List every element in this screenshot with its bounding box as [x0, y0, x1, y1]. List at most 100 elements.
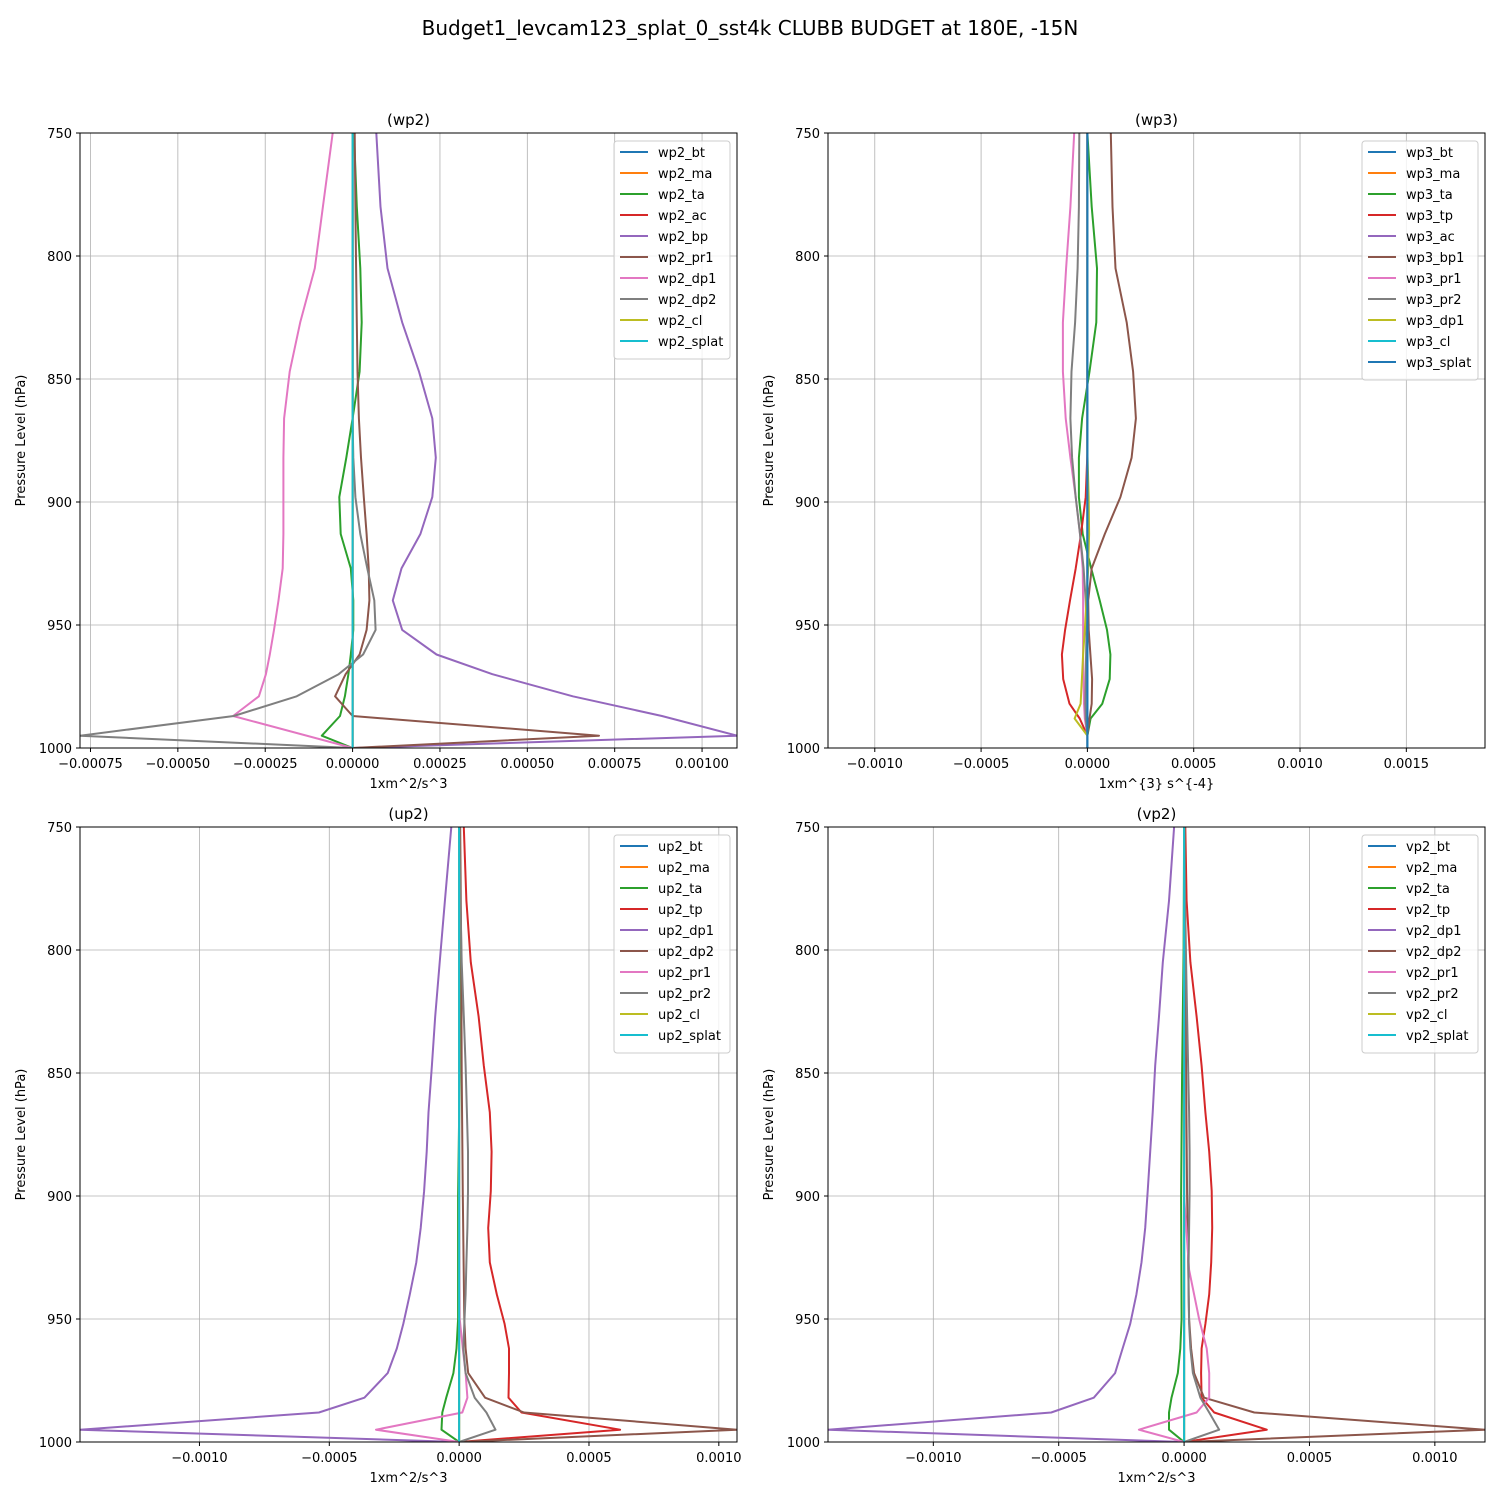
legend-label: wp3_bt [1406, 146, 1453, 161]
legend-label: vp2_cl [1406, 1008, 1447, 1023]
series-line-vp2_dp2 [1183, 827, 1485, 1442]
axes-title: (wp3) [1135, 111, 1178, 129]
axes-title: (vp2) [1137, 805, 1177, 823]
y-axis-label: Pressure Level (hPa) [762, 1069, 777, 1201]
y-tick-label: 1000 [39, 1436, 72, 1451]
y-tick-label: 750 [795, 127, 820, 142]
x-tick-label: 0.0010 [1277, 757, 1323, 772]
axes-title: (up2) [388, 805, 428, 823]
legend-label: vp2_bt [1406, 840, 1450, 855]
axes-title: (wp2) [387, 111, 430, 129]
x-tick-label: 0.0005 [566, 1451, 612, 1466]
x-tick-label: 0.00100 [675, 757, 729, 772]
axes-frame [79, 132, 738, 749]
legend-label: vp2_pr2 [1406, 987, 1459, 1002]
series-line-wp3_pr1 [1061, 133, 1089, 736]
x-tick-label: 0.00050 [500, 757, 554, 772]
grid-lines [828, 826, 1485, 1443]
grid-lines [828, 132, 1485, 749]
y-tick-label: 850 [47, 1067, 72, 1082]
legend-label: wp2_splat [658, 335, 723, 350]
legend-label: wp3_pr2 [1406, 293, 1462, 308]
x-tick-label: 0.0010 [1412, 1451, 1458, 1466]
series-group [828, 827, 1485, 1442]
x-tick-label: −0.00050 [146, 757, 211, 772]
x-tick-label: 0.0000 [1065, 757, 1111, 772]
legend-label: vp2_ma [1406, 861, 1457, 876]
legend-label: up2_tp [658, 903, 703, 918]
legend-label: up2_pr2 [658, 987, 711, 1002]
legend-label: up2_bt [658, 840, 703, 855]
y-tick-label: 800 [47, 250, 72, 265]
series-line-up2_dp1 [80, 827, 460, 1442]
x-tick-label: −0.0005 [301, 1451, 357, 1466]
x-tick-label: 0.00000 [326, 757, 380, 772]
x-tick-label: −0.00075 [58, 757, 123, 772]
legend: wp2_bt wp2_ma wp2_ta wp2_ac wp2_bp wp2_pr1 wp2… [613, 140, 731, 360]
legend-label: wp3_ma [1406, 167, 1460, 182]
series-line-vp2_pr2 [1183, 827, 1221, 1442]
y-tick-label: 850 [795, 373, 820, 388]
x-axis-label: 1xm^2/s^3 [369, 777, 447, 792]
x-tick-label: −0.0005 [953, 757, 1009, 772]
y-axis-label: Pressure Level (hPa) [762, 375, 777, 507]
legend: up2_bt up2_ma up2_ta up2_tp up2_dp1 up2_dp2up… [613, 834, 731, 1054]
series-group [80, 133, 737, 748]
y-tick-label: 850 [795, 1067, 820, 1082]
series-line-vp2_dp1 [828, 827, 1185, 1442]
legend-label: wp2_dp1 [658, 272, 716, 287]
legend-label: wp3_bp1 [1406, 251, 1464, 266]
x-axis-label: 1xm^{3} s^{-4} [1099, 777, 1215, 792]
y-tick-label: 900 [47, 496, 72, 511]
series-line-wp2_dp2 [80, 133, 377, 748]
legend-label: up2_dp2 [658, 945, 714, 960]
y-tick-label: 950 [795, 1313, 820, 1328]
legend-label: up2_splat [658, 1029, 721, 1044]
legend: vp2_bt vp2_ma vp2_ta vp2_tp vp2_dp1 vp2_dp2vp… [1361, 834, 1479, 1054]
series-line-wp2_dp1 [232, 133, 353, 748]
series-line-up2_pr2 [458, 827, 497, 1442]
y-tick-label: 750 [47, 821, 72, 836]
legend-label: wp3_ta [1406, 188, 1453, 203]
legend-label: up2_pr1 [658, 966, 711, 981]
legend-label: wp2_cl [658, 314, 702, 329]
legend-label: wp2_ta [658, 188, 705, 203]
series-line-wp2_bp [352, 133, 737, 748]
legend-label: vp2_dp2 [1406, 945, 1462, 960]
x-tick-label: −0.00025 [233, 757, 298, 772]
y-tick-label: 1000 [39, 742, 72, 757]
y-tick-label: 900 [47, 1190, 72, 1205]
y-tick-label: 950 [47, 1313, 72, 1328]
series-line-wp2_pr1 [334, 133, 600, 748]
series-line-up2_pr1 [375, 827, 469, 1442]
legend-label: up2_ta [658, 882, 702, 897]
legend-label: wp3_splat [1406, 356, 1471, 371]
legend-box [1361, 140, 1479, 381]
y-tick-label: 1000 [787, 1436, 820, 1451]
axes-frame [827, 826, 1486, 1443]
series-group [1060, 133, 1137, 748]
legend: wp3_bt wp3_ma wp3_ta wp3_tp wp3_ac wp3_bp1 wp3… [1361, 140, 1479, 381]
legend-label: wp2_ma [658, 167, 712, 182]
series-line-wp3_dp1 [1073, 133, 1091, 737]
y-tick-label: 850 [47, 373, 72, 388]
legend-label: up2_dp1 [658, 924, 714, 939]
series-group [80, 827, 737, 1442]
x-tick-label: 0.0015 [1384, 757, 1430, 772]
x-tick-label: 0.0005 [1287, 1451, 1333, 1466]
legend-label: wp3_dp1 [1406, 314, 1464, 329]
series-line-wp3_tp [1060, 133, 1089, 737]
legend-label: wp2_pr1 [658, 251, 714, 266]
x-tick-label: −0.0010 [847, 757, 903, 772]
y-axis-label: Pressure Level (hPa) [14, 1069, 29, 1201]
x-axis-label: 1xm^2/s^3 [1117, 1471, 1195, 1486]
legend-label: vp2_dp1 [1406, 924, 1462, 939]
legend-label: wp2_ac [658, 209, 707, 224]
x-tick-label: 0.0010 [696, 1451, 742, 1466]
y-tick-label: 750 [795, 821, 820, 836]
legend-label: vp2_tp [1406, 903, 1450, 918]
